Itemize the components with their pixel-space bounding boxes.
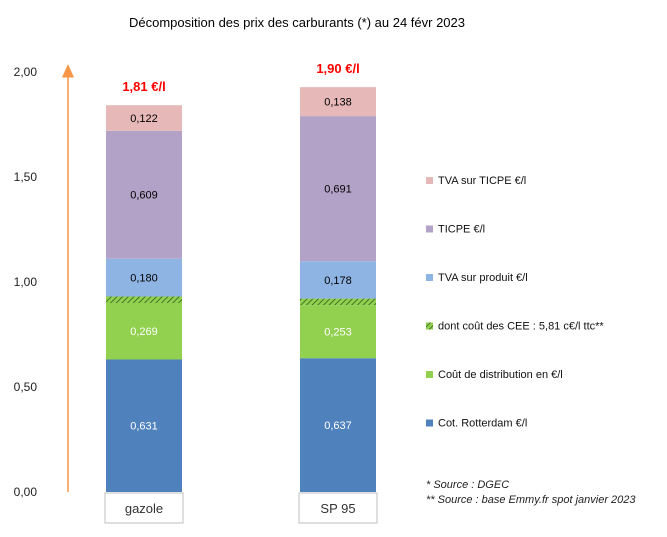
bar-segment	[106, 258, 182, 297]
bar-segment	[300, 261, 376, 299]
category-labels: gazole SP 95	[104, 492, 378, 524]
legend-swatch	[426, 225, 433, 233]
stacked-bars: 0,631 0,269 0,180 0,609 0,122 1,81 €/l 0,637 0,…	[106, 61, 376, 492]
category-box	[104, 492, 184, 524]
bar-segment	[106, 130, 182, 259]
legend-label: Cot. Rotterdam €/l	[438, 418, 527, 430]
legend-label: TVA sur TICPE €/l	[438, 175, 526, 187]
source-note-2: ** Source : base Emmy.fr spot janvier 20…	[426, 494, 636, 506]
legend-swatch	[426, 371, 433, 378]
bar-total-label: 1,81 €/l	[122, 79, 165, 94]
legend-label: TVA sur produit €/l	[438, 272, 528, 284]
bar-segment	[300, 358, 376, 492]
bar-segment-label: 0,180	[130, 273, 158, 285]
bar-segment-label: 0,631	[130, 421, 158, 433]
bar-segment-label: 0,609	[130, 190, 158, 202]
bar-segment	[300, 298, 376, 306]
bar-total-label: 1,90 €/l	[316, 61, 359, 76]
y-tick-label: 0,00	[14, 485, 38, 499]
bar-segment-label: 0,637	[324, 420, 352, 432]
legend-label: dont coût des CEE : 5,81 c€/l ttc**	[438, 321, 604, 333]
bar-segment	[106, 105, 182, 131]
legend-swatch	[426, 322, 433, 330]
legend-swatch	[426, 177, 433, 184]
category-label: SP 95	[320, 501, 355, 516]
bar-segment-label: 0,269	[130, 326, 158, 338]
legend-label: TICPE €/l	[438, 224, 485, 236]
legend-swatch	[426, 274, 433, 281]
bar-segment	[106, 296, 182, 303]
chart-title: Décomposition des prix des carburants (*…	[129, 15, 465, 30]
source-note-1: * Source : DGEC	[426, 479, 509, 491]
category-label: gazole	[125, 501, 163, 516]
bar-segment-label: 0,122	[130, 113, 158, 125]
bar-segment	[106, 303, 182, 360]
bar-segment-label: 0,138	[324, 97, 352, 109]
legend: TVA sur TICPE €/l TICPE €/l TVA sur produi…	[426, 175, 604, 430]
bar-segment-label: 0,178	[324, 275, 352, 287]
y-tick-label: 2,00	[14, 65, 38, 79]
bar-segment-label: 0,691	[324, 184, 352, 196]
category-box	[298, 492, 378, 524]
bar-segment	[106, 359, 182, 492]
bar-segment	[300, 305, 376, 359]
y-tick-label: 1,50	[14, 170, 38, 184]
legend-label: Coût de distribution en €/l	[438, 369, 563, 381]
y-axis-ticks: 0,00 0,50 1,00 1,50 2,00	[14, 65, 38, 499]
bar-segment	[300, 87, 376, 117]
legend-swatch	[426, 419, 433, 427]
y-tick-label: 1,00	[14, 275, 38, 289]
bar-segment	[300, 116, 376, 262]
y-tick-label: 0,50	[14, 380, 38, 394]
bar-segment-label: 0,253	[324, 327, 352, 339]
